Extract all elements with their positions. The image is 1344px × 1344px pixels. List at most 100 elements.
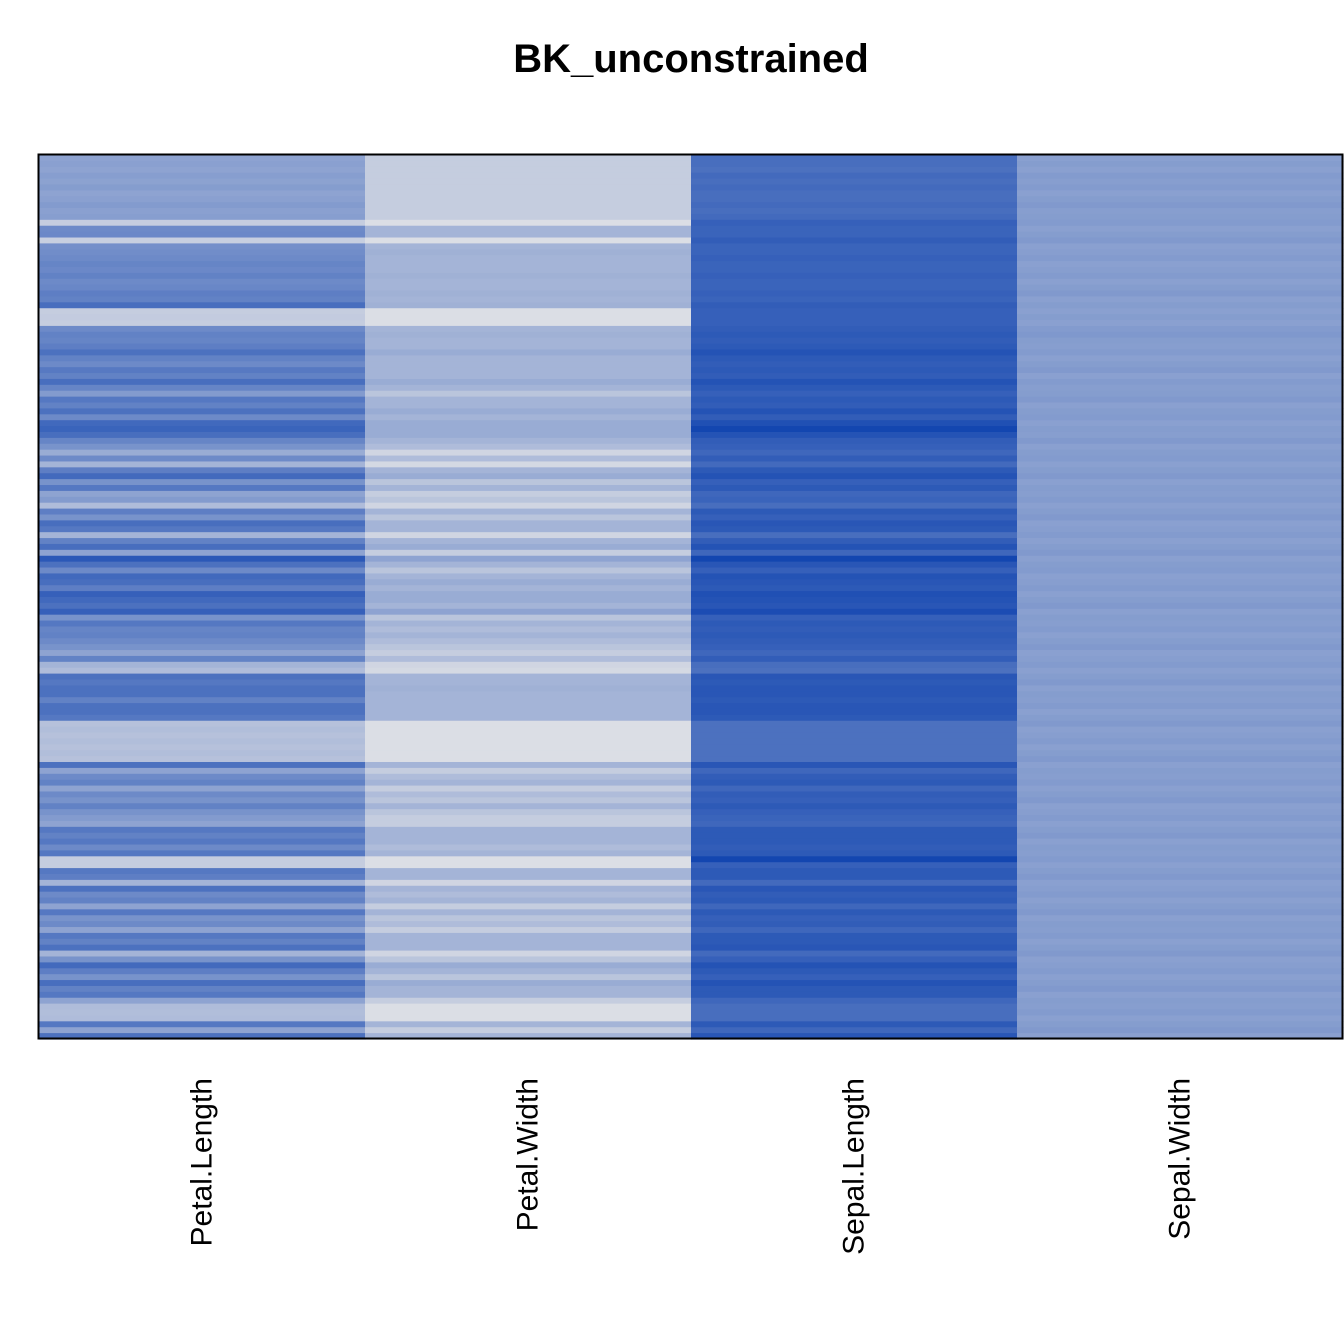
heatmap-cell [691,1009,1018,1017]
heatmap-cell [691,597,1018,604]
heatmap-cell [1017,337,1344,345]
heatmap-cell [365,732,692,740]
heatmap-cell [39,750,366,757]
heatmap-cell [39,255,366,262]
heatmap-cell [1017,449,1344,457]
heatmap-cell [691,679,1018,686]
heatmap-cell [365,219,692,227]
heatmap-cell [365,331,692,339]
heatmap-cell [691,266,1018,274]
heatmap-cell [39,779,366,787]
heatmap-cell [365,897,692,905]
heatmap-cell [365,944,692,952]
heatmap-cell [691,325,1018,333]
heatmap-cell [365,396,692,404]
heatmap-cell [39,968,366,975]
heatmap-cell [39,1027,366,1034]
heatmap-cell [39,655,366,663]
heatmap-cell [365,573,692,580]
heatmap-cell [39,549,366,557]
heatmap-cell [1017,420,1344,427]
heatmap-cell [1017,903,1344,910]
heatmap-cell [365,308,692,315]
heatmap-cell [365,885,692,893]
heatmap-cell [365,1033,692,1040]
heatmap-cell [691,526,1018,533]
heatmap-cell [365,602,692,610]
heatmap-cell [39,897,366,905]
heatmap-cell [39,213,366,221]
heatmap-cell [39,708,366,716]
heatmap-cell [39,166,366,174]
heatmap-cell [1017,343,1344,351]
heatmap-cell [365,650,692,657]
heatmap-cell [691,985,1018,993]
heatmap-cell [365,832,692,840]
heatmap-cell [1017,555,1344,563]
heatmap-cell [691,797,1018,804]
heatmap-cell [39,691,366,698]
heatmap-cell [39,343,366,351]
heatmap-cell [691,720,1018,728]
heatmap-cell [365,508,692,516]
heatmap-cell [1017,455,1344,463]
heatmap-cell [39,826,366,834]
heatmap-cell [39,538,366,545]
heatmap-cell [691,809,1018,816]
heatmap-cell [1017,597,1344,604]
heatmap-cell [691,756,1018,763]
heatmap-cell [39,626,366,633]
heatmap-cell [365,555,692,563]
heatmap-cell [39,838,366,846]
heatmap-cell [365,714,692,722]
heatmap-cell [39,485,366,492]
heatmap-cell [39,302,366,309]
heatmap-cell [39,962,366,969]
heatmap-cell [39,514,366,521]
heatmap-cell [39,502,366,510]
heatmap-cell [1017,862,1344,869]
heatmap-cell [691,614,1018,622]
heatmap-cell [691,561,1018,569]
heatmap-cell [39,726,366,734]
heatmap-cell [39,732,366,740]
heatmap-cell [1017,591,1344,598]
heatmap-cell [691,272,1018,280]
heatmap-cell [691,697,1018,704]
heatmap-cell [365,661,692,669]
heatmap-cell [1017,732,1344,740]
heatmap-cell [39,791,366,798]
heatmap-cell [39,738,366,745]
heatmap-cell [691,579,1018,586]
heatmap-cell [1017,485,1344,492]
heatmap-cell [39,873,366,881]
heatmap-cell [1017,172,1344,180]
heatmap-cell [365,290,692,298]
heatmap-cell [1017,408,1344,415]
heatmap-cell [691,1015,1018,1022]
heatmap-cell [39,585,366,592]
heatmap-cell [39,608,366,616]
heatmap-cell [39,355,366,362]
heatmap-cell [39,591,366,598]
heatmap-cell [691,903,1018,910]
heatmap-cell [39,785,366,793]
heatmap-cell [39,190,366,197]
heatmap-cell [691,337,1018,345]
heatmap-cell [39,797,366,804]
heatmap-cell [1017,349,1344,356]
heatmap-cell [39,284,366,292]
heatmap-cell [1017,956,1344,963]
heatmap-cell [1017,219,1344,227]
heatmap-cell [39,373,366,380]
heatmap-cell [691,155,1018,162]
heatmap-cell [691,455,1018,463]
heatmap-cell [1017,720,1344,728]
heatmap-cell [39,308,366,315]
heatmap-cell [365,903,692,910]
heatmap-cell [39,296,366,303]
heatmap-cell [365,850,692,857]
heatmap-cell [1017,331,1344,339]
column-label: Petal.Width [512,1078,545,1231]
heatmap-cell [365,779,692,787]
